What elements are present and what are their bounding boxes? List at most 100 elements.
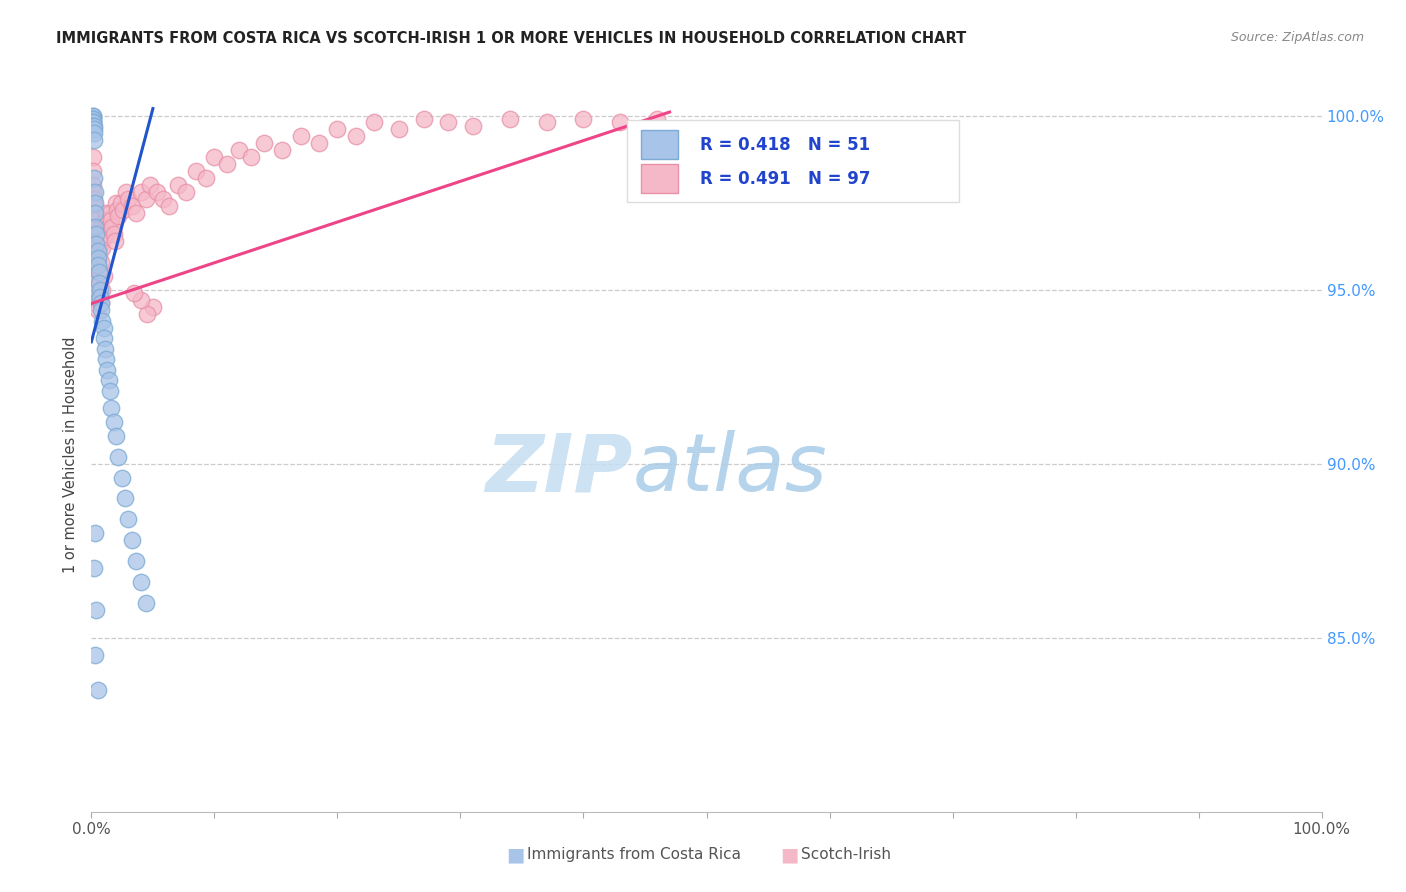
Point (84, 648, 107, 662)
Point (96, 227, 117, 241)
Point (94, 213, 117, 227)
Text: Source: ZipAtlas.com: Source: ZipAtlas.com (1230, 31, 1364, 45)
Point (82, 112, 104, 126)
Text: ZIP: ZIP (485, 430, 633, 508)
Point (97, 219, 120, 234)
Y-axis label: 1 or more Vehicles in Household: 1 or more Vehicles in Household (63, 336, 79, 574)
Text: Scotch-Irish: Scotch-Irish (801, 847, 891, 862)
Point (344, 129, 367, 144)
Point (86, 254, 108, 268)
Point (98, 384, 121, 398)
Point (572, 112, 595, 126)
Point (152, 192, 174, 206)
Point (166, 178, 188, 193)
Point (83, 192, 105, 206)
Point (121, 199, 143, 213)
Point (174, 185, 197, 199)
Point (202, 150, 225, 164)
FancyBboxPatch shape (627, 120, 959, 202)
Point (86, 237, 108, 252)
Point (105, 202, 128, 217)
Point (84, 213, 107, 227)
Point (94, 219, 117, 234)
Point (326, 122, 349, 136)
Point (82, 115, 104, 129)
Point (83, 199, 105, 213)
Point (82, 164, 104, 178)
Point (90, 296, 112, 310)
Point (84, 219, 107, 234)
Point (82, 178, 104, 193)
Point (121, 533, 143, 548)
Point (82, 112, 104, 126)
Point (96, 362, 118, 376)
Point (86, 252, 108, 266)
Point (87, 241, 110, 255)
Point (83, 126, 105, 140)
Point (97, 373, 120, 387)
Point (437, 115, 460, 129)
Point (89, 230, 111, 244)
Point (87, 265, 110, 279)
Point (86, 258, 108, 272)
Point (84, 227, 107, 241)
Point (142, 300, 165, 314)
Point (87, 248, 110, 262)
Point (86, 234, 108, 248)
Point (90, 227, 112, 241)
Point (103, 415, 125, 429)
Point (135, 192, 156, 206)
Point (86, 244, 108, 259)
Point (114, 491, 136, 506)
Point (498, 112, 520, 126)
Point (105, 195, 127, 210)
Point (84, 289, 107, 303)
Point (82, 115, 104, 129)
Point (84, 276, 107, 290)
Point (363, 115, 385, 129)
Text: ■: ■ (506, 845, 524, 864)
Point (100, 401, 122, 415)
Point (86, 227, 108, 241)
Point (103, 227, 125, 241)
Point (82, 109, 104, 123)
Point (117, 192, 139, 206)
Point (86, 261, 108, 276)
Point (87, 276, 110, 290)
Text: R = 0.491   N = 97: R = 0.491 N = 97 (700, 169, 870, 187)
Point (645, 112, 669, 126)
Point (124, 554, 146, 568)
Point (240, 150, 263, 164)
Point (89, 276, 111, 290)
Point (124, 206, 146, 220)
Point (111, 470, 134, 484)
Point (101, 219, 124, 234)
Point (90, 303, 112, 318)
Text: IMMIGRANTS FROM COSTA RICA VS SCOTCH-IRISH 1 OR MORE VEHICLES IN HOUSEHOLD CORRE: IMMIGRANTS FROM COSTA RICA VS SCOTCH-IRI… (56, 31, 966, 46)
Point (86, 241, 108, 255)
Point (96, 352, 117, 367)
Text: R = 0.418   N = 51: R = 0.418 N = 51 (700, 136, 870, 153)
Point (124, 286, 146, 301)
Point (228, 144, 250, 158)
Point (86, 248, 108, 262)
Point (104, 234, 127, 248)
Point (107, 210, 129, 224)
Point (86, 283, 108, 297)
Point (90, 296, 112, 310)
Point (90, 219, 112, 234)
Point (89, 289, 111, 303)
Point (114, 185, 138, 199)
Point (271, 144, 294, 158)
Point (89, 237, 111, 252)
Point (84, 206, 107, 220)
Point (93, 321, 115, 335)
Point (86, 254, 108, 268)
Text: ■: ■ (780, 845, 799, 864)
Point (87, 289, 110, 303)
Point (96, 213, 118, 227)
Point (184, 164, 207, 178)
Point (129, 574, 152, 589)
Point (91, 241, 114, 255)
Point (194, 171, 217, 186)
